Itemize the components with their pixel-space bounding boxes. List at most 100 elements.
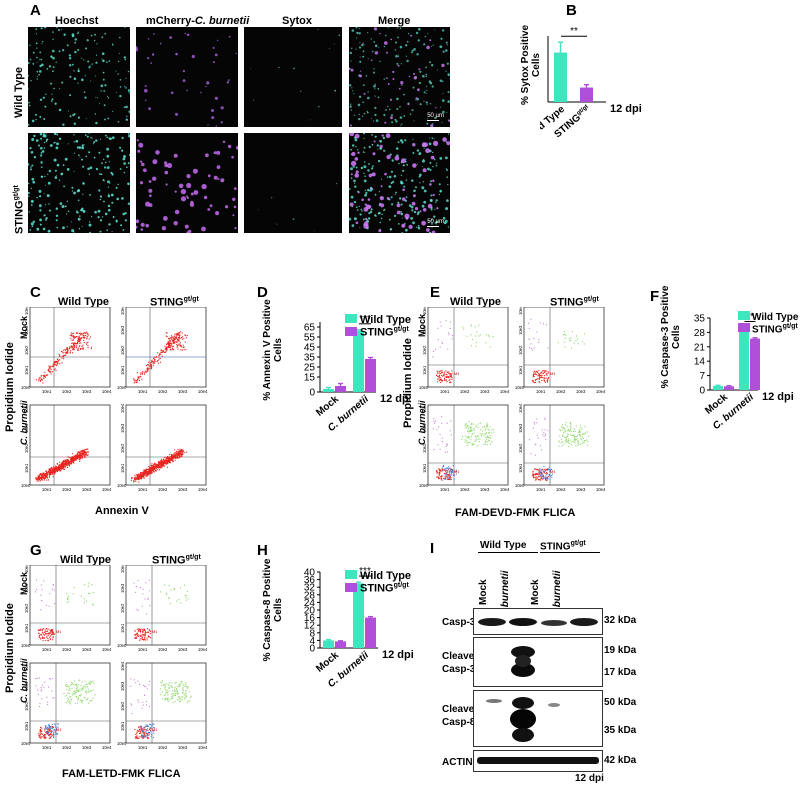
tick-label: 10e3 <box>178 389 188 394</box>
tick-label: 10e0 <box>21 643 31 648</box>
tick-label: 10e2 <box>24 443 29 453</box>
tick-label: 10e2 <box>62 389 72 394</box>
dpi-label-i: 12 dpi <box>575 773 604 784</box>
significance-label: ** <box>570 26 578 37</box>
cell-dots <box>257 183 338 232</box>
flow-plot: M1 10e1 10e2 10e3 10e4 10e0 10e1 10e2 10e3 10e4 <box>515 403 606 492</box>
flow-events <box>35 448 90 482</box>
tick-label: 10e2 <box>62 487 72 492</box>
legend-item-sting: STINGgt/gt <box>345 326 411 339</box>
bar <box>323 640 334 648</box>
y-tick-label: 4 <box>309 636 315 647</box>
y-axis-label-d: % Annexin V Positive Cells <box>262 299 284 401</box>
tick-label: 10e1 <box>138 389 148 394</box>
tick-label: 10e0 <box>117 643 127 648</box>
tick-label: 10e4 <box>24 565 29 573</box>
tick-label: 10e3 <box>178 487 188 492</box>
bar <box>580 87 593 102</box>
flow-plot: 10e1 10e2 10e3 10e4 10e0 10e1 10e2 10e3 10e4 <box>117 403 208 492</box>
legend-swatch-sting <box>738 323 750 333</box>
flow-header-wt-g: Wild Type <box>60 554 112 566</box>
gate-label: M1 <box>56 727 62 732</box>
tick-label: 10e4 <box>102 487 112 492</box>
tick-label: 10e3 <box>82 647 92 652</box>
legend-swatch-wt <box>738 311 750 320</box>
row-label-cb: C. burnetii <box>19 658 29 703</box>
x-axis-label-devd: FAM-DEVD-FMK FLICA <box>455 507 576 519</box>
column-header-hoechst: Hoechst <box>55 15 99 27</box>
flow-events <box>35 331 93 384</box>
blot-actin <box>473 750 603 772</box>
tick-label: 10e1 <box>120 463 125 473</box>
tick-label: 10e4 <box>500 389 510 394</box>
tick-label: 10e3 <box>480 487 490 492</box>
cell-dots <box>349 133 450 233</box>
tick-label: 10e3 <box>24 681 29 691</box>
tick-label: 10e2 <box>460 389 470 394</box>
tick-label: 10e1 <box>422 365 427 375</box>
tick-label: 10e4 <box>198 487 208 492</box>
y-axis-label-b: % Sytox Positive Cells <box>520 24 542 106</box>
y-tick-label: 35 <box>694 314 706 325</box>
tick-label: 10e0 <box>419 385 429 390</box>
tick-label: 10e3 <box>120 681 125 691</box>
tick-label: 10e3 <box>480 389 490 394</box>
blot-label-casp3: Casp-3 <box>442 617 476 628</box>
column-header-sytox: Sytox <box>282 15 312 27</box>
tick-label: 10e1 <box>24 721 29 731</box>
significance-label: ** <box>746 311 754 322</box>
group-underline-sting <box>540 552 600 553</box>
tick-label: 10e1 <box>120 365 125 375</box>
dpi-label: 12 dpi <box>382 649 414 661</box>
group-underline-wt <box>478 552 538 553</box>
row-label-mock: Mock <box>19 315 29 339</box>
cell-dots <box>349 27 450 127</box>
tick-label: 10e4 <box>120 307 125 315</box>
significance-label: *** <box>359 566 371 577</box>
bar <box>365 617 376 648</box>
y-tick-label: 8 <box>309 628 315 639</box>
panel-letter-e: E <box>430 284 441 301</box>
blot-cleaved-casp3 <box>473 637 603 687</box>
scale-bar: 50 µm <box>427 219 444 225</box>
y-tick-label: 14 <box>694 357 706 368</box>
tick-label: 10e3 <box>178 647 188 652</box>
tick-label: 10e0 <box>515 483 525 488</box>
tick-label: 10e2 <box>422 443 427 453</box>
flow-events <box>130 448 188 483</box>
y-tick-label: 0 <box>309 644 315 655</box>
tick-label: 10e2 <box>24 603 29 613</box>
y-tick-label: 28 <box>694 328 706 339</box>
tick-label: 10e2 <box>518 345 523 355</box>
flow-header-wt-c: Wild Type <box>58 296 110 308</box>
tick-label: 10e0 <box>117 385 127 390</box>
micrograph-merge-wt: 50 µm <box>349 27 450 127</box>
tick-label: 10e3 <box>120 583 125 593</box>
tick-label: 10e3 <box>82 389 92 394</box>
panel-letter-g: G <box>30 542 42 559</box>
blot-label-actin: ACTIN <box>442 757 473 768</box>
tick-label: 10e1 <box>518 365 523 375</box>
tick-label: 10e2 <box>158 647 168 652</box>
tick-label: 10e4 <box>24 661 29 671</box>
tick-label: 10e2 <box>518 443 523 453</box>
tick-label: 10e4 <box>24 403 29 413</box>
tick-label: 10e0 <box>419 483 429 488</box>
legend-item-wt: Wild Type <box>345 314 411 326</box>
tick-label: 10e2 <box>24 345 29 355</box>
tick-label: 10e4 <box>198 745 208 750</box>
bar <box>353 331 364 392</box>
row-label-mock: Mock <box>417 313 427 337</box>
y-tick-label: 7 <box>699 371 705 382</box>
flow-events <box>133 331 188 384</box>
tick-label: 10e4 <box>518 403 523 413</box>
flow-events <box>35 677 96 740</box>
bar <box>323 389 334 392</box>
tick-label: 10e4 <box>24 307 29 315</box>
panel-letter-h: H <box>257 542 268 559</box>
legend-item-wt: Wild Type <box>345 570 411 582</box>
tick-label: 10e0 <box>117 741 127 746</box>
